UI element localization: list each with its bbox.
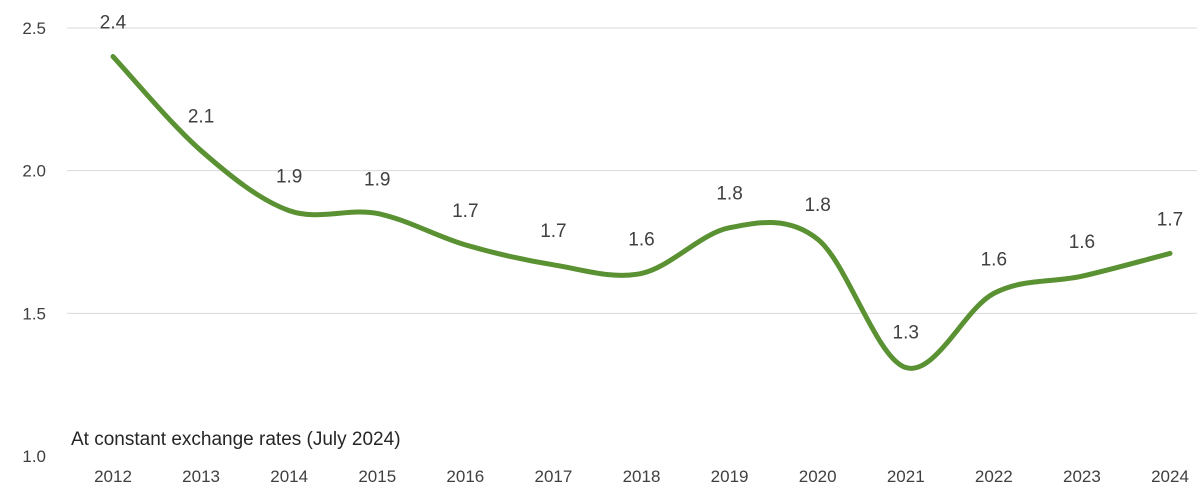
y-tick-label: 2.5 (22, 19, 46, 38)
y-tick-label: 1.5 (22, 304, 46, 323)
x-tick-label: 2018 (623, 467, 661, 486)
x-tick-label: 2021 (887, 467, 925, 486)
data-label: 1.6 (628, 229, 654, 250)
data-labels: 2.4 2.1 1.9 1.9 1.7 1.7 1.6 1.8 1.8 1.3 1.6 1.6 1.7 (100, 13, 1183, 344)
x-axis-ticks: 2012 2013 2014 2015 2016 2017 2018 2019 2020 2021… (94, 467, 1189, 486)
x-tick-label: 2019 (711, 467, 749, 486)
grid-lines (67, 27, 1197, 314)
data-label: 2.1 (188, 107, 214, 128)
x-tick-label: 2016 (446, 467, 484, 486)
chart-annotation: At constant exchange rates (July 2024) (71, 429, 401, 450)
data-label: 1.3 (893, 323, 919, 344)
x-tick-label: 2022 (975, 467, 1013, 486)
data-label: 1.8 (716, 184, 742, 205)
x-tick-label: 2020 (799, 467, 837, 486)
data-label: 1.7 (540, 221, 566, 242)
data-label: 1.8 (804, 195, 830, 216)
x-tick-label: 2017 (535, 467, 573, 486)
data-label: 1.7 (1157, 209, 1183, 230)
x-tick-label: 2013 (182, 467, 220, 486)
x-tick-label: 2015 (358, 467, 396, 486)
x-tick-label: 2012 (94, 467, 132, 486)
x-tick-label: 2023 (1063, 467, 1101, 486)
data-label: 1.9 (364, 169, 390, 190)
y-tick-label: 2.0 (22, 162, 46, 181)
data-label: 1.6 (981, 249, 1007, 270)
x-tick-label: 2024 (1151, 467, 1189, 486)
data-label: 2.4 (100, 13, 127, 34)
data-label: 1.7 (452, 201, 478, 222)
x-tick-label: 2014 (270, 467, 308, 486)
y-tick-label: 1.0 (22, 447, 46, 466)
data-label: 1.6 (1069, 232, 1095, 253)
data-label: 1.9 (276, 167, 302, 188)
series-line (110, 54, 1173, 371)
y-axis-ticks: 1.0 1.5 2.0 2.5 (22, 19, 46, 466)
